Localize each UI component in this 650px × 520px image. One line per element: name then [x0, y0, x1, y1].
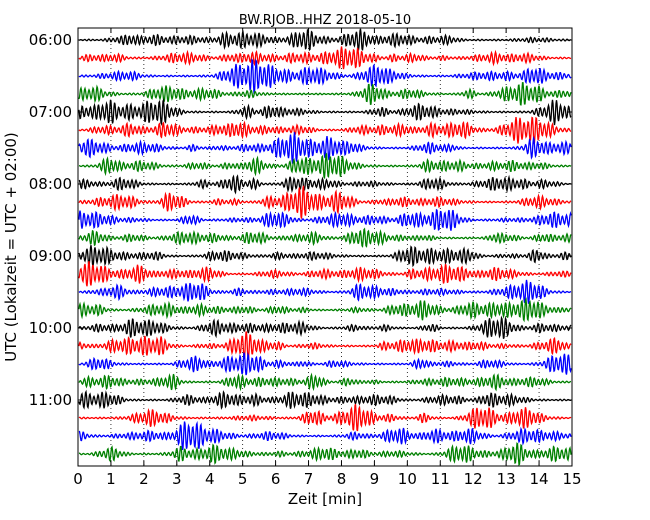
x-axis-label: Zeit [min]	[288, 490, 362, 508]
y-tick-label: 08:00	[29, 175, 72, 193]
seismogram-trace	[78, 389, 572, 410]
seismogram-trace	[78, 352, 572, 376]
seismogram-trace	[78, 315, 572, 339]
seismogram-trace	[78, 98, 572, 127]
x-tick-label: 4	[205, 470, 215, 488]
seismogram-trace	[78, 442, 572, 467]
y-tick-label: 11:00	[29, 391, 72, 409]
x-tick-label: 14	[530, 470, 549, 488]
y-tick-label: 10:00	[29, 319, 72, 337]
x-tick-label: 6	[271, 470, 281, 488]
seismogram-trace	[78, 28, 572, 52]
seismogram-trace	[78, 116, 572, 145]
x-tick-label: 0	[73, 470, 83, 488]
x-tick-label: 8	[337, 470, 347, 488]
y-axis-label: UTC (Lokalzeit = UTC + 02:00)	[2, 132, 20, 362]
seismogram-trace	[78, 82, 572, 106]
x-tick-label: 12	[464, 470, 483, 488]
seismogram-trace	[78, 185, 572, 219]
chart-title: BW.RJOB..HHZ 2018-05-10	[239, 13, 411, 28]
seismogram-trace	[78, 245, 572, 268]
seismogram-trace	[78, 152, 572, 180]
x-tick-label: 9	[370, 470, 380, 488]
seismogram-trace	[78, 132, 572, 164]
x-tick-label: 13	[497, 470, 516, 488]
y-tick-label: 07:00	[29, 103, 72, 121]
seismogram-trace	[78, 227, 572, 248]
seismogram-trace	[78, 174, 572, 195]
x-tick-label: 15	[562, 470, 581, 488]
x-tick-label: 10	[398, 470, 417, 488]
seismogram-trace	[78, 46, 572, 70]
x-tick-label: 11	[431, 470, 450, 488]
y-tick-label: 06:00	[29, 31, 72, 49]
seismogram-trace	[78, 208, 572, 231]
x-tick-label: 3	[172, 470, 182, 488]
seismogram-trace	[78, 297, 572, 323]
seismogram-trace	[78, 261, 572, 287]
seismogram-trace	[78, 372, 572, 392]
x-tick-label: 5	[238, 470, 248, 488]
x-tick-label: 1	[106, 470, 116, 488]
x-axis-ticks: 0 1 2 3 4 5 6 7 8 9 10 11 12 13 14 15	[73, 28, 582, 488]
x-tick-label: 7	[304, 470, 314, 488]
seismogram-trace	[78, 331, 572, 361]
seismogram-trace	[78, 420, 572, 451]
seismogram-trace	[78, 279, 572, 304]
seismogram-trace	[78, 58, 572, 96]
x-tick-label: 2	[139, 470, 149, 488]
y-axis-ticks: 06:00 07:00 08:00 09:00 10:00 11:00	[29, 31, 572, 409]
y-tick-label: 09:00	[29, 247, 72, 265]
plot-frame	[77, 27, 573, 467]
seismogram-trace	[78, 404, 572, 432]
seismogram-traces	[78, 28, 572, 467]
